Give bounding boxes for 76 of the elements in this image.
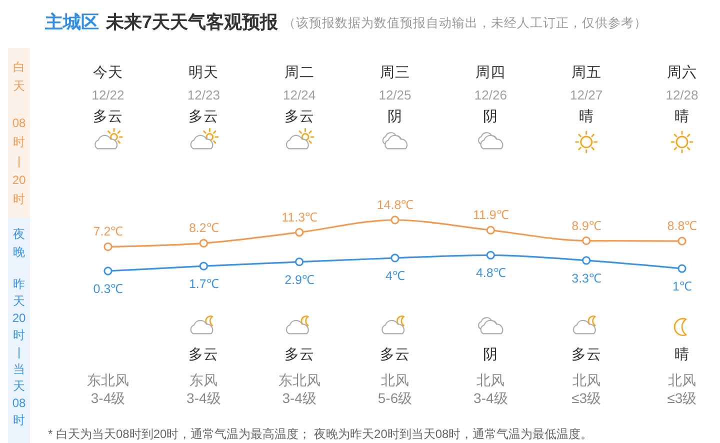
- text: 12/25: [378, 88, 412, 102]
- text: 北风: [476, 372, 505, 388]
- text: 12/26: [474, 88, 507, 102]
- data-label: 11.9℃: [472, 208, 510, 222]
- point: [104, 266, 112, 276]
- data-label: 1℃: [672, 280, 692, 294]
- text: 12/24: [283, 88, 316, 102]
- text: 12/23: [187, 88, 220, 102]
- data-label: 4℃: [386, 268, 406, 283]
- text: 昨天20时|当天08时: [12, 277, 26, 427]
- point: [486, 226, 495, 235]
- text: 3-4级: [282, 390, 316, 406]
- text: 北风: [668, 372, 696, 388]
- text: 12/22: [92, 88, 124, 102]
- x-tick-label: 周五: [571, 65, 602, 82]
- text: 多云: [380, 346, 410, 363]
- text: 阴: [483, 347, 498, 363]
- text: 东北风: [278, 372, 320, 388]
- text: 12/28: [666, 88, 698, 102]
- x-tick-label: 周六: [667, 64, 697, 82]
- data-label: 4.8℃: [476, 266, 506, 280]
- text: 北风: [572, 372, 600, 388]
- text: 阴: [388, 109, 402, 125]
- x-tick-label: 明天: [188, 65, 219, 82]
- point: [199, 238, 208, 248]
- text: 东风: [190, 372, 218, 388]
- text: 晴: [578, 108, 594, 125]
- text: 多云: [188, 108, 219, 125]
- text: 白天: [13, 60, 25, 93]
- text: 晴: [674, 346, 690, 363]
- data-label: 8.9℃: [572, 218, 602, 233]
- chart-subtitle: （该预报数据为数值预报自动输出，未经人工订正，仅供参考）: [283, 15, 648, 30]
- data-label: 1.7℃: [188, 277, 220, 292]
- text: 5-6级: [378, 390, 412, 406]
- text: 08时|20时: [12, 116, 26, 206]
- text: 多云: [284, 108, 314, 125]
- text: 3-4级: [474, 390, 508, 406]
- text: 多云: [571, 346, 602, 363]
- point: [678, 264, 686, 273]
- text: 多云: [188, 346, 219, 363]
- data-label: 2.9℃: [284, 272, 316, 287]
- text: 北风: [381, 372, 409, 388]
- text: 3-4级: [90, 390, 126, 406]
- x-tick-label: 周二: [284, 65, 314, 82]
- data-label: 8.8℃: [667, 219, 698, 234]
- data-label: 14.8℃: [376, 198, 414, 212]
- text: * 白天为当天08时到20时，通常气温为最高温度； 夜晚为昨天20时到当天08时，通常气温为最低温度。: [48, 427, 593, 441]
- point: [390, 216, 400, 224]
- data-label: 11.3℃: [282, 210, 318, 224]
- x-tick-label: 周四: [476, 65, 506, 82]
- text: 晴: [674, 108, 690, 125]
- point: [582, 256, 591, 265]
- text: 多云: [284, 346, 314, 363]
- point: [295, 228, 304, 237]
- point: [199, 262, 208, 270]
- text: 夜晚: [13, 227, 25, 259]
- point: [582, 236, 591, 246]
- point: [486, 250, 495, 260]
- data-label: 8.2℃: [188, 221, 220, 236]
- point: [104, 242, 112, 252]
- text: ≤3级: [667, 390, 697, 406]
- chart-title: 主城区 未来7天天气客观预报: [44, 12, 280, 32]
- data-label: 0.3℃: [93, 282, 124, 296]
- x-tick-label: 今天: [93, 64, 123, 82]
- text: ≤3级: [572, 390, 602, 406]
- point: [390, 254, 400, 262]
- point: [295, 258, 304, 266]
- x-tick-label: 周三: [380, 65, 410, 82]
- text: 阴: [483, 109, 498, 125]
- text: 12/27: [570, 88, 603, 102]
- data-label: 3.3℃: [572, 271, 602, 286]
- data-label: 7.2℃: [93, 224, 124, 239]
- text: 3-4级: [186, 390, 221, 406]
- point: [678, 236, 686, 246]
- text: 东北风: [87, 372, 129, 388]
- text: 多云: [93, 108, 123, 125]
